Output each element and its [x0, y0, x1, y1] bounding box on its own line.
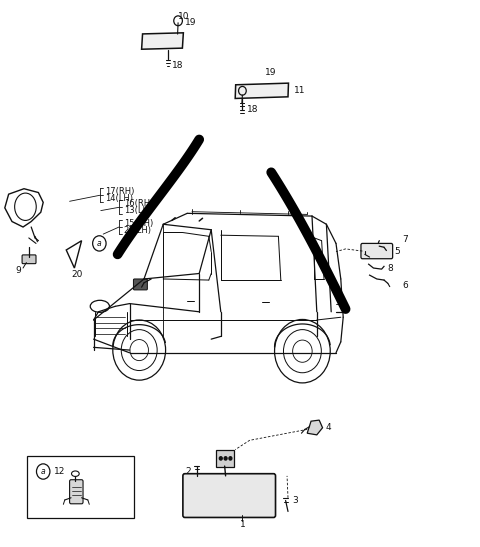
Text: 7: 7 [402, 235, 408, 243]
FancyBboxPatch shape [70, 480, 83, 504]
Text: 14(LH): 14(LH) [105, 194, 132, 203]
Text: 9: 9 [16, 266, 22, 275]
Text: 2: 2 [185, 467, 191, 476]
Text: 18: 18 [247, 105, 259, 114]
FancyBboxPatch shape [27, 456, 134, 518]
Text: 11: 11 [294, 86, 305, 95]
Text: 12: 12 [54, 467, 65, 476]
FancyBboxPatch shape [183, 474, 276, 517]
Text: 18: 18 [172, 61, 183, 70]
Text: 4: 4 [325, 423, 331, 432]
FancyBboxPatch shape [22, 255, 36, 264]
Text: 19: 19 [265, 68, 277, 77]
Polygon shape [142, 33, 183, 49]
Text: 1: 1 [240, 520, 245, 528]
Text: 10: 10 [178, 12, 189, 21]
Polygon shape [307, 420, 323, 435]
FancyBboxPatch shape [361, 243, 393, 259]
Text: 3: 3 [292, 496, 298, 505]
Polygon shape [235, 83, 288, 98]
Text: 20: 20 [71, 270, 83, 279]
Text: 16(RH): 16(RH) [124, 199, 153, 208]
Text: 19: 19 [185, 19, 197, 27]
Text: 5: 5 [395, 247, 400, 255]
Text: 8: 8 [388, 264, 394, 272]
FancyBboxPatch shape [133, 279, 147, 290]
Text: 17(RH): 17(RH) [105, 187, 134, 196]
Circle shape [229, 457, 232, 460]
Text: 21(LH): 21(LH) [124, 226, 152, 235]
Text: 6: 6 [402, 281, 408, 290]
Circle shape [219, 457, 222, 460]
Text: a: a [41, 467, 46, 476]
Text: a: a [97, 239, 102, 248]
Text: 15(RH): 15(RH) [124, 219, 153, 228]
Text: 13(LH): 13(LH) [124, 206, 152, 215]
Circle shape [224, 457, 227, 460]
FancyBboxPatch shape [216, 450, 234, 467]
